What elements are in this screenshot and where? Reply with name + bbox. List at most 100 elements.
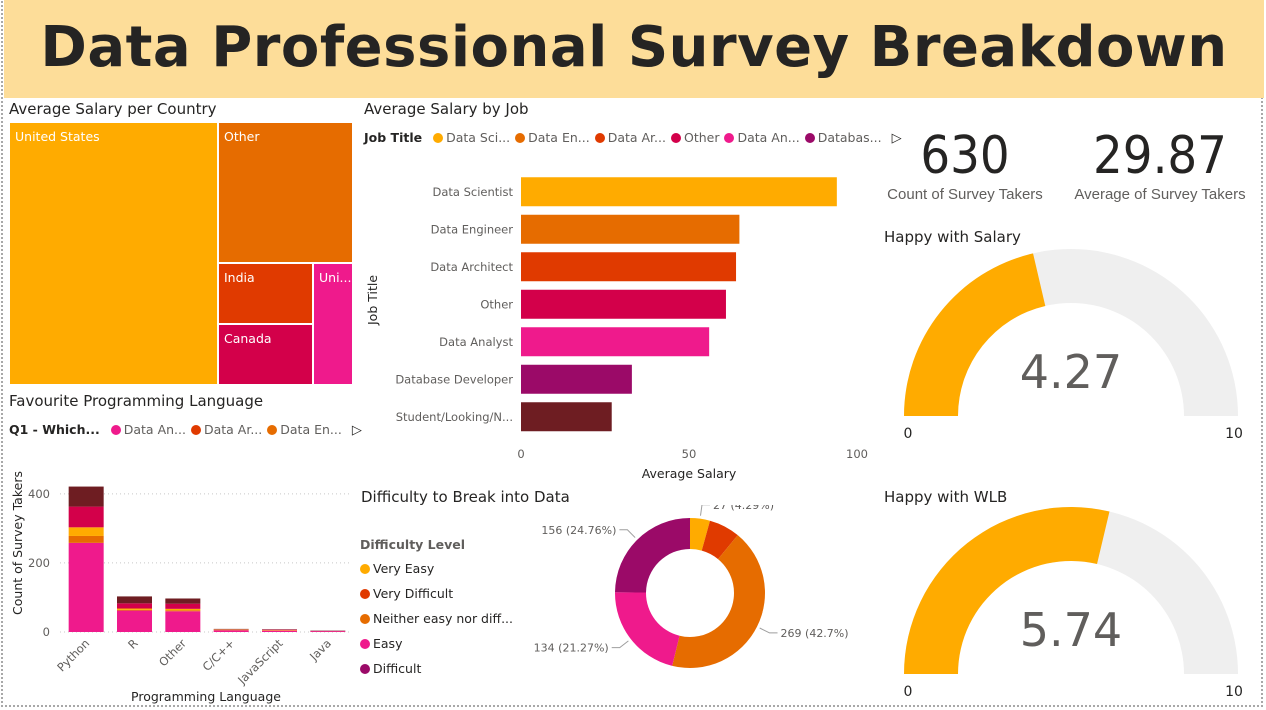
stack-segment (165, 611, 201, 632)
y-tick-label: 200 (28, 556, 50, 570)
label-leader (700, 505, 710, 516)
bar (521, 252, 737, 282)
lang-chart-legend: Q1 - Which... Data An... Data Ar... Data En… (9, 422, 362, 438)
title-banner: Data Professional Survey Breakdown (4, 0, 1264, 98)
kpi-label: Average of Survey Takers (1074, 186, 1246, 203)
legend-next-arrow-icon[interactable]: ▷ (351, 423, 362, 438)
kpi-count-card: 630 Count of Survey Takers (875, 128, 1055, 203)
lang-stacked-chart: 0 200 400 Python R Other C/C++JavaScript Java Pr… (10, 471, 350, 704)
stack-segment (165, 603, 201, 609)
job-chart-title: Average Salary by Job (364, 100, 529, 118)
stack-segment (165, 598, 201, 604)
category-label: Student/Looking/N... (396, 410, 513, 424)
legend-item[interactable]: Databas... (817, 130, 882, 145)
x-tick-label: Other (156, 636, 189, 669)
gauge-max-label: 10 (1225, 426, 1243, 442)
legend-next-arrow-icon[interactable]: ▷ (891, 131, 902, 146)
gauge-wlb: 5.74 0 10 (904, 507, 1243, 700)
legend-label: Neither easy nor diff... (373, 611, 513, 626)
legend-item[interactable]: Data Ar... (607, 130, 666, 145)
category-label: Data Scientist (433, 185, 514, 199)
treemap-cell[interactable]: India (218, 263, 313, 324)
treemap-cell[interactable]: Other (218, 122, 353, 263)
stack-segment (68, 542, 104, 632)
legend-item[interactable]: Data Sci... (446, 130, 511, 145)
donut-chart: 27 (4.29%) 269 (42.7%) 134 (21.27%) 156 (24… (534, 505, 849, 668)
category-label: Other (480, 297, 513, 311)
donut-legend-item[interactable]: Difficult (360, 660, 513, 685)
gauge-min-label: 0 (904, 426, 913, 442)
treemap-cell[interactable]: United States (9, 122, 218, 385)
treemap-cell-label: United States (15, 129, 100, 144)
legend-item[interactable]: Data En... (528, 130, 590, 145)
treemap-cell[interactable]: Canada (218, 324, 313, 385)
stack-segment (117, 610, 152, 632)
legend-item[interactable]: Data En... (280, 422, 342, 437)
donut-legend-item[interactable]: Easy (360, 635, 513, 660)
stack-segment (68, 506, 104, 528)
slice-data-label: 27 (4.29%) (713, 505, 774, 512)
treemap: United States Other India Canada Uni... (9, 122, 353, 385)
legend-item[interactable]: Other (683, 130, 720, 145)
kpi-value: 29.87 (1093, 126, 1227, 186)
job-legend-title: Job Title (364, 130, 423, 145)
legend-dot (804, 133, 815, 143)
job-bar-chart: Data Scientist Data Engineer Data Architec… (365, 177, 868, 481)
treemap-cell-label: Canada (224, 331, 272, 346)
x-tick-label: Python (54, 636, 92, 674)
donut-legend: Difficulty Level Very Easy Very Difficul… (360, 537, 513, 685)
legend-label: Easy (373, 636, 403, 651)
x-tick-label: Java (306, 636, 334, 664)
x-tick-label: R (125, 636, 141, 652)
stack-segment (165, 610, 201, 612)
gauge-salary: 4.27 0 10 (904, 249, 1243, 442)
donut-slice (615, 592, 680, 666)
legend-dot (594, 133, 605, 143)
legend-item[interactable]: Data An... (123, 422, 186, 437)
legend-item[interactable]: Data An... (737, 130, 800, 145)
y-tick-label: 400 (28, 487, 50, 501)
gauge-value: 5.74 (1020, 603, 1122, 657)
stack-segment (117, 608, 152, 610)
job-chart-legend: Job Title Data Sci... Data En... Data Ar...… (364, 130, 902, 146)
gauge-max-label: 10 (1225, 684, 1243, 700)
legend-label: Very Difficult (373, 586, 454, 601)
gauge-fill (904, 507, 1110, 674)
donut-legend-item[interactable]: Very Difficult (360, 585, 513, 610)
x-tick-label: JavaScript (234, 636, 286, 688)
donut-legend-item[interactable]: Neither easy nor diff... (360, 610, 513, 635)
stack-segment (213, 630, 249, 632)
donut-slice (690, 518, 711, 551)
donut-slice (672, 535, 765, 668)
legend-item[interactable]: Data Ar... (203, 422, 263, 437)
stack-segment (117, 603, 152, 609)
slice-data-label: 156 (24.76%) (541, 524, 616, 537)
kpi-value: 630 (920, 126, 1010, 186)
legend-dot (360, 614, 370, 624)
x-axis-title: Average Salary (642, 466, 737, 481)
treemap-cell[interactable]: Uni... (313, 263, 353, 385)
stack-segment (262, 630, 297, 632)
report-title: Data Professional Survey Breakdown (40, 15, 1228, 80)
stack-segment (68, 527, 104, 536)
bar (521, 402, 612, 432)
legend-dot (433, 133, 444, 143)
kpi-label: Count of Survey Takers (887, 186, 1043, 203)
legend-dot (360, 664, 370, 674)
legend-dot (670, 133, 681, 143)
legend-dot (190, 425, 201, 435)
x-tick-label: C/C++ (200, 636, 238, 674)
gauge-min-label: 0 (904, 684, 913, 700)
gauge-fill (904, 253, 1046, 416)
gauge-value: 4.27 (1020, 345, 1122, 399)
category-label: Data Architect (430, 260, 513, 274)
stack-segment (68, 486, 104, 507)
gauge-title: Happy with WLB (884, 488, 1008, 506)
legend-label: Very Easy (373, 561, 435, 576)
donut-title: Difficulty to Break into Data (361, 488, 570, 506)
donut-legend-title: Difficulty Level (360, 537, 466, 552)
donut-legend-item[interactable]: Very Easy (360, 560, 513, 585)
slice-data-label: 134 (21.27%) (534, 642, 609, 655)
legend-dot (110, 425, 121, 435)
